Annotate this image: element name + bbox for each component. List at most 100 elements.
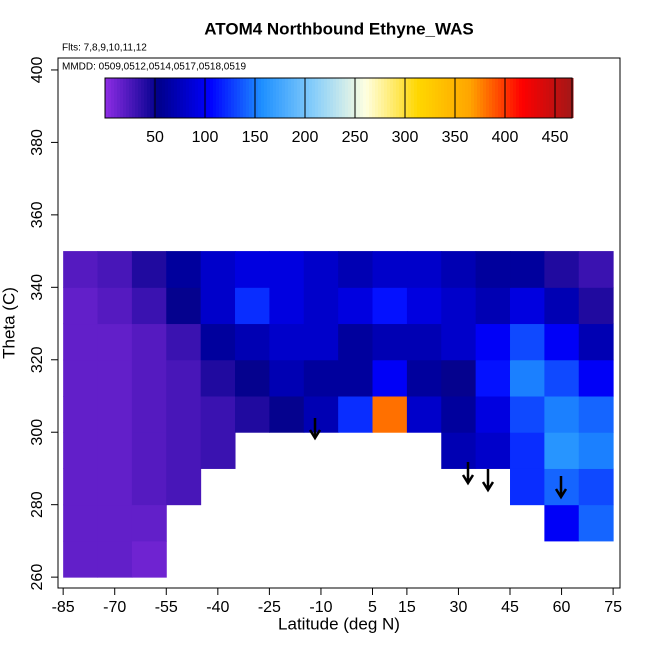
y-tick-label: 260 xyxy=(29,564,46,591)
colorbar-swatch xyxy=(426,78,430,118)
heat-cell xyxy=(166,432,202,469)
colorbar-swatch xyxy=(114,78,118,118)
heat-cell xyxy=(235,251,270,288)
heat-cell xyxy=(406,395,442,433)
colorbar-swatch xyxy=(309,78,313,118)
colorbar-swatch xyxy=(339,78,343,118)
colorbar-swatch xyxy=(486,78,490,118)
colorbar-swatch xyxy=(222,78,226,118)
x-tick-label: 60 xyxy=(553,599,571,616)
heat-cell xyxy=(510,432,545,469)
colorbar-swatch xyxy=(477,78,481,118)
colorbar-swatch xyxy=(108,78,112,118)
heat-cell xyxy=(510,287,545,325)
colorbar-swatch xyxy=(447,78,451,118)
heat-cell xyxy=(63,468,99,506)
colorbar-swatch xyxy=(135,78,139,118)
colorbar-swatch xyxy=(264,78,268,118)
colorbar-swatch xyxy=(546,78,550,118)
colorbar-swatch xyxy=(405,78,409,118)
heat-cell xyxy=(97,323,133,361)
y-tick-label: 300 xyxy=(29,419,46,446)
colorbar-swatch xyxy=(261,78,265,118)
colorbar-swatch xyxy=(381,78,385,118)
colorbar-swatch xyxy=(540,78,544,118)
colorbar-swatch xyxy=(117,78,121,118)
heat-cell xyxy=(578,395,614,433)
colorbar-swatch xyxy=(555,78,559,118)
heat-cell xyxy=(441,251,477,288)
heat-cell xyxy=(131,540,167,578)
colorbar-swatch xyxy=(441,78,445,118)
colorbar-swatch xyxy=(507,78,511,118)
heat-cell xyxy=(338,251,374,288)
x-tick-label: -55 xyxy=(155,599,178,616)
heat-cell xyxy=(544,504,580,542)
colorbar-swatch xyxy=(138,78,142,118)
colorbar-swatch xyxy=(366,78,370,118)
colorbar-swatch xyxy=(225,78,229,118)
heat-cell xyxy=(578,504,614,542)
colorbar-swatch xyxy=(414,78,418,118)
heat-cell xyxy=(131,287,167,325)
x-tick-label: -10 xyxy=(309,599,332,616)
x-tick-label: 5 xyxy=(368,599,377,616)
x-tick-label: -40 xyxy=(206,599,229,616)
colorbar-swatch xyxy=(285,78,289,118)
colorbar-swatch xyxy=(534,78,538,118)
colorbar-swatch xyxy=(147,78,151,118)
heat-cell xyxy=(200,287,236,325)
heat-cell xyxy=(510,468,545,506)
heat-cell xyxy=(63,540,99,578)
colorbar-swatch xyxy=(468,78,472,118)
colorbar-swatch xyxy=(561,78,565,118)
colorbar-swatch xyxy=(537,78,541,118)
colorbar-swatch xyxy=(462,78,466,118)
heat-cell xyxy=(475,287,511,325)
colorbar-swatch xyxy=(483,78,487,118)
heat-cell xyxy=(510,395,545,433)
colorbar-swatch xyxy=(435,78,439,118)
heat-cell xyxy=(131,251,167,288)
heat-cell xyxy=(200,395,236,433)
heat-cell xyxy=(235,395,270,433)
heat-cell xyxy=(475,251,511,288)
heat-cell xyxy=(166,359,202,397)
x-tick-label: -85 xyxy=(52,599,75,616)
colorbar-swatch xyxy=(423,78,427,118)
colorbar-swatch xyxy=(210,78,214,118)
colorbar-swatch xyxy=(126,78,130,118)
colorbar-swatch xyxy=(408,78,412,118)
colorbar-swatch xyxy=(438,78,442,118)
heat-cell xyxy=(338,287,374,325)
heat-cell xyxy=(303,251,339,288)
colorbar-swatch xyxy=(252,78,256,118)
colorbar-swatch xyxy=(324,78,328,118)
colorbar-swatch xyxy=(243,78,247,118)
colorbar-swatch xyxy=(348,78,352,118)
y-axis-label: Theta (C) xyxy=(0,287,18,359)
heat-cell xyxy=(544,251,580,288)
y-tick-label: 380 xyxy=(29,129,46,156)
colorbar-swatch xyxy=(528,78,532,118)
heat-cell xyxy=(544,432,580,469)
heat-cell xyxy=(510,359,545,397)
colorbar-swatch xyxy=(228,78,232,118)
colorbar-swatch xyxy=(189,78,193,118)
colorbar-swatch xyxy=(288,78,292,118)
heat-cell xyxy=(63,504,99,542)
colorbar-tick-label: 100 xyxy=(192,129,219,146)
colorbar-swatch xyxy=(375,78,379,118)
colorbar-swatch xyxy=(246,78,250,118)
heat-cell xyxy=(63,359,99,397)
colorbar-swatch xyxy=(240,78,244,118)
colorbar-swatch xyxy=(297,78,301,118)
heat-cell xyxy=(303,323,339,361)
heat-cell xyxy=(97,251,133,288)
heat-cell xyxy=(510,251,545,288)
colorbar-tick-label: 450 xyxy=(542,129,569,146)
colorbar-swatch xyxy=(150,78,154,118)
colorbar-swatch xyxy=(120,78,124,118)
heat-cell xyxy=(269,323,305,361)
colorbar-swatch xyxy=(300,78,304,118)
